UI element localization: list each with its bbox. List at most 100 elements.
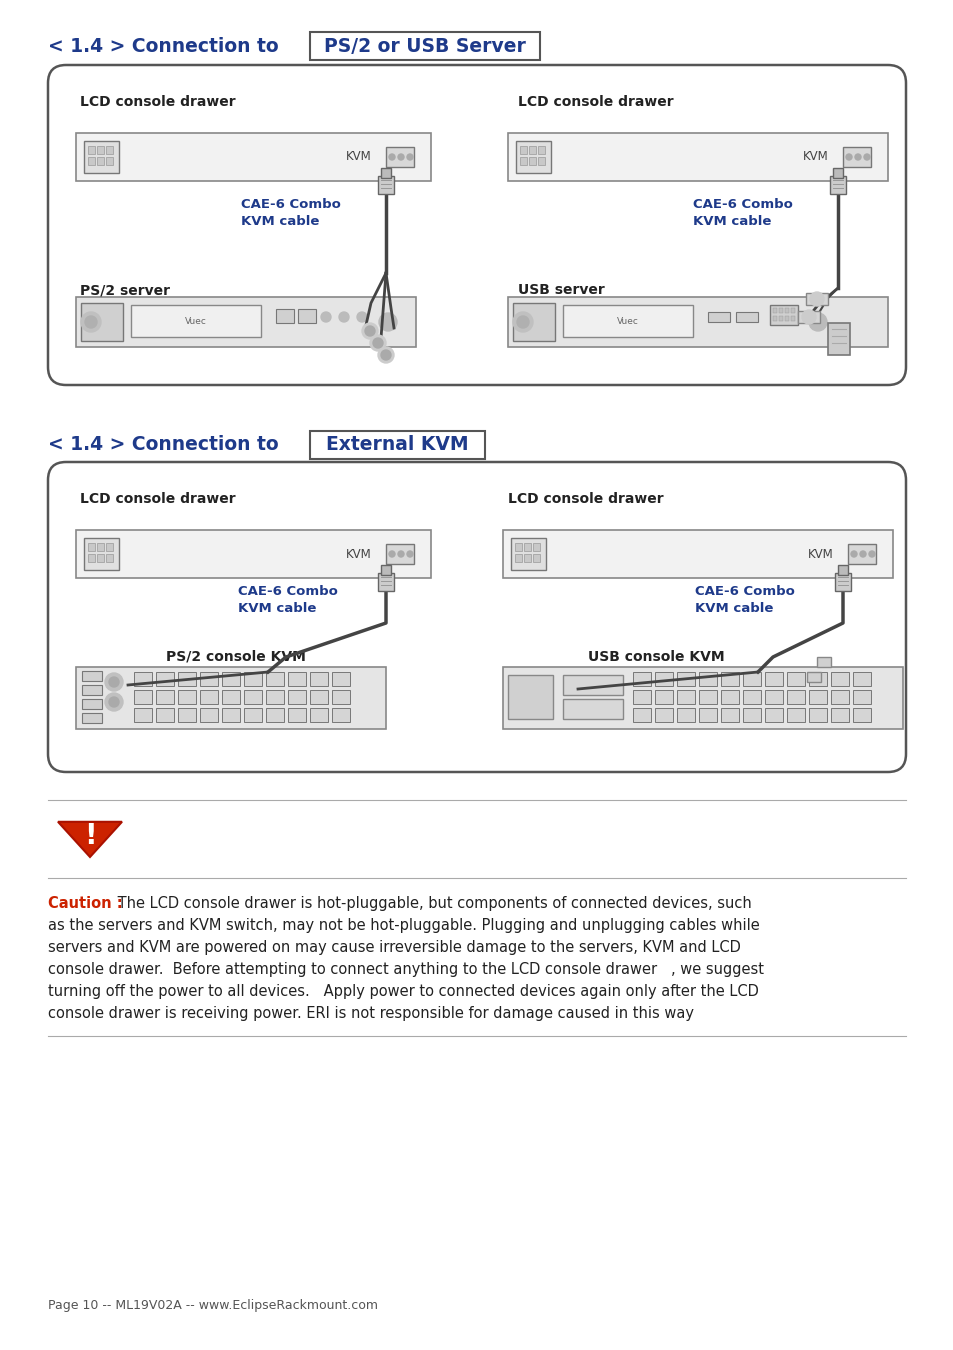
Circle shape — [513, 312, 533, 332]
Text: console drawer.  Before attempting to connect anything to the LCD console drawer: console drawer. Before attempting to con… — [48, 963, 763, 977]
Bar — [533, 554, 539, 562]
Bar — [677, 672, 695, 686]
Bar — [852, 672, 870, 686]
Bar — [847, 544, 875, 564]
Circle shape — [377, 347, 394, 363]
Bar — [827, 323, 849, 355]
Circle shape — [85, 316, 97, 328]
Bar — [633, 672, 650, 686]
Bar — [805, 293, 827, 305]
Bar — [386, 147, 414, 167]
Text: PS/2 console KVM: PS/2 console KVM — [166, 649, 306, 664]
Text: !: ! — [84, 822, 96, 850]
Bar — [88, 543, 95, 551]
Bar — [106, 543, 112, 551]
Circle shape — [320, 312, 331, 323]
Circle shape — [845, 154, 851, 161]
Bar — [764, 707, 782, 722]
Bar — [332, 672, 350, 686]
Bar — [82, 671, 102, 680]
Bar — [76, 531, 431, 578]
Bar — [106, 157, 112, 165]
Circle shape — [397, 154, 403, 161]
Circle shape — [850, 551, 856, 558]
Bar — [816, 657, 830, 667]
Bar — [519, 146, 526, 154]
Bar — [655, 672, 672, 686]
Bar — [699, 690, 717, 703]
Circle shape — [105, 693, 123, 711]
Bar — [529, 146, 536, 154]
Bar — [515, 554, 521, 562]
Bar — [507, 297, 887, 347]
Text: PS/2 or USB Server: PS/2 or USB Server — [324, 36, 525, 55]
Bar — [830, 672, 848, 686]
Bar — [699, 707, 717, 722]
Text: KVM: KVM — [802, 150, 828, 163]
Bar — [244, 690, 262, 703]
Bar — [222, 672, 240, 686]
Bar — [852, 707, 870, 722]
Bar — [244, 672, 262, 686]
Text: LCD console drawer: LCD console drawer — [80, 491, 235, 506]
Bar — [830, 690, 848, 703]
Circle shape — [389, 154, 395, 161]
Text: PS/2 server: PS/2 server — [80, 284, 170, 297]
Bar — [786, 707, 804, 722]
Bar — [81, 302, 123, 342]
Bar — [529, 157, 536, 165]
Bar — [310, 431, 484, 459]
Bar — [266, 672, 284, 686]
Bar — [523, 554, 531, 562]
Circle shape — [373, 338, 382, 348]
Text: CAE-6 Combo
KVM cable: CAE-6 Combo KVM cable — [695, 585, 794, 616]
Bar — [808, 690, 826, 703]
Bar — [88, 157, 95, 165]
FancyBboxPatch shape — [48, 65, 905, 385]
Bar — [832, 167, 842, 178]
Bar — [88, 146, 95, 154]
Bar — [200, 690, 218, 703]
Bar — [97, 543, 104, 551]
Bar — [784, 308, 788, 313]
Bar — [808, 672, 826, 686]
Bar — [677, 690, 695, 703]
Circle shape — [389, 551, 395, 558]
Text: The LCD console drawer is hot-pluggable, but components of connected devices, su: The LCD console drawer is hot-pluggable,… — [112, 896, 751, 911]
Text: KVM: KVM — [346, 548, 372, 560]
Bar — [720, 690, 739, 703]
Bar — [380, 566, 391, 575]
Text: KVM: KVM — [346, 150, 372, 163]
Bar — [377, 176, 394, 194]
Circle shape — [338, 312, 349, 323]
Bar — [332, 690, 350, 703]
Bar — [200, 672, 218, 686]
Text: console drawer is receiving power. ERI is not responsible for damage caused in t: console drawer is receiving power. ERI i… — [48, 1006, 693, 1021]
Bar — [513, 302, 555, 342]
Circle shape — [407, 154, 413, 161]
Bar — [84, 539, 119, 570]
Bar — [244, 707, 262, 722]
Bar — [106, 146, 112, 154]
Bar — [178, 672, 195, 686]
Bar — [852, 690, 870, 703]
Bar — [511, 539, 545, 570]
Bar — [82, 699, 102, 709]
Text: Vuec: Vuec — [617, 316, 639, 325]
Bar — [76, 667, 386, 729]
Bar — [562, 675, 622, 695]
Bar — [76, 134, 431, 181]
Bar — [131, 305, 261, 338]
Bar — [790, 308, 794, 313]
Bar — [707, 312, 729, 323]
Bar — [720, 707, 739, 722]
Bar — [769, 305, 797, 325]
Circle shape — [808, 313, 826, 331]
Bar — [830, 707, 848, 722]
Bar — [533, 543, 539, 551]
Bar — [742, 707, 760, 722]
Bar — [106, 554, 112, 562]
Bar — [266, 707, 284, 722]
Text: External KVM: External KVM — [326, 436, 468, 455]
Circle shape — [863, 154, 869, 161]
